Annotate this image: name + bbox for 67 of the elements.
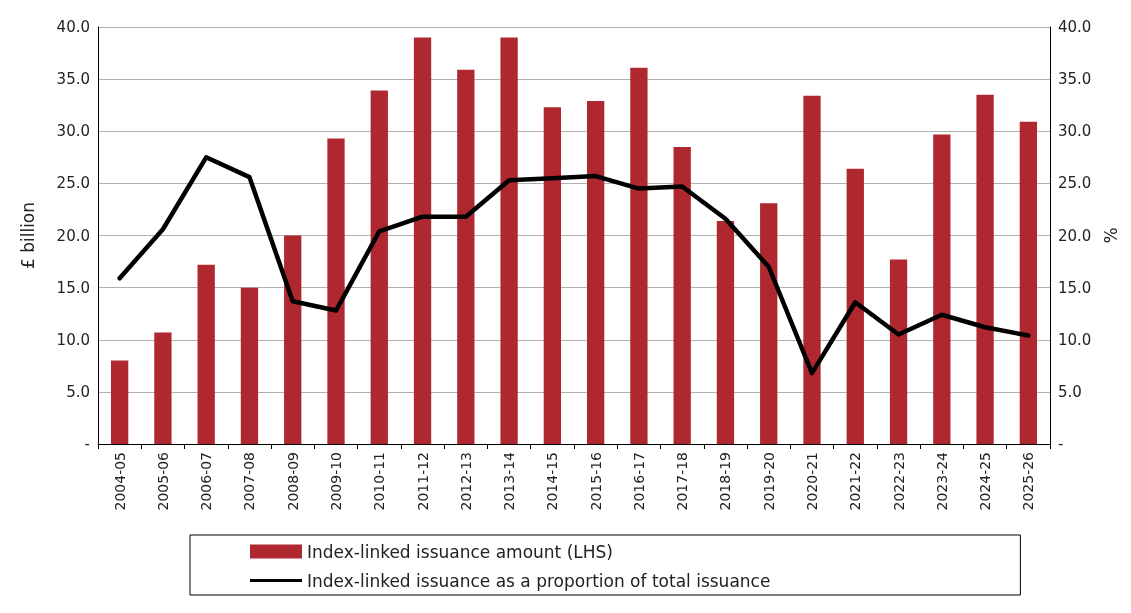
- x-tick-label: 2011-12: [414, 452, 431, 511]
- x-tick-label: 2013-14: [501, 451, 518, 511]
- x-tick-label: 2009-10: [328, 452, 344, 511]
- bar: [240, 287, 259, 444]
- bar: [413, 37, 432, 444]
- y-tick-label: 5.0: [66, 382, 90, 401]
- y2-tick-label: 20.0: [1058, 226, 1092, 245]
- bar: [1019, 121, 1038, 444]
- bar: [630, 67, 648, 444]
- bar: [586, 101, 605, 444]
- legend-label: Index-linked issuance as a proportion of total issuance: [307, 570, 771, 591]
- bar: [803, 95, 821, 444]
- bar: [933, 134, 951, 444]
- x-tick-label: 2022-23: [890, 452, 907, 511]
- bar: [284, 235, 302, 444]
- y-tick-label: 40.0: [56, 18, 90, 36]
- bar: [889, 259, 908, 444]
- x-tick-label: 2010-11: [371, 452, 388, 511]
- bar: [846, 168, 864, 444]
- x-tick-label: 2015-16: [587, 451, 604, 511]
- x-tick-label: 2021-22: [847, 452, 864, 511]
- x-tick-label: 2024-25: [977, 452, 994, 511]
- y2-tick-label: 15.0: [1058, 278, 1092, 297]
- y2-tick-label: 10.0: [1058, 330, 1092, 349]
- x-tick-label: 2014-15: [544, 452, 561, 511]
- bar: [154, 332, 172, 444]
- x-tick-label: 2016-17: [630, 452, 647, 511]
- y-tick-label: 35.0: [56, 70, 90, 89]
- y2-tick-label: 25.0: [1058, 174, 1092, 193]
- x-tick-label: 2007-08: [241, 452, 258, 511]
- y2-tick-label: 40.0: [1058, 18, 1092, 36]
- x-tick-label: 2020-21: [804, 452, 820, 511]
- y2-tick-label: 35.0: [1058, 70, 1092, 89]
- x-tick-label: 2018-19: [717, 452, 734, 511]
- x-tick-label: 2005-06: [154, 451, 171, 511]
- y2-tick-label: -: [1058, 435, 1064, 453]
- y-tick-label: 15.0: [56, 278, 90, 297]
- y2-tick-label: 30.0: [1058, 122, 1092, 141]
- y-tick-label: 25.0: [56, 174, 90, 193]
- x-tick-label: 2025-26: [1020, 451, 1037, 511]
- x-tick-label: 2023-24: [933, 451, 950, 511]
- y-tick-label: 30.0: [56, 122, 90, 141]
- bar: [760, 203, 778, 444]
- x-tick-label: 2012-13: [457, 452, 474, 511]
- bar: [716, 220, 735, 444]
- bar: [110, 360, 129, 444]
- bar: [500, 37, 518, 444]
- y-tick-label: -: [84, 435, 90, 453]
- bar: [197, 264, 215, 444]
- x-tick-label: 2008-09: [284, 452, 301, 511]
- bar: [976, 94, 994, 444]
- x-tick-label: 2017-18: [674, 452, 691, 511]
- bar: [543, 107, 562, 444]
- y-tick-label: 20.0: [56, 226, 90, 245]
- bar: [327, 138, 345, 444]
- line-series: [117, 155, 1031, 376]
- y-tick-label: 10.0: [56, 330, 90, 349]
- y2-tick-label: 5.0: [1058, 382, 1082, 401]
- bar: [370, 90, 388, 444]
- bar: [457, 69, 475, 444]
- y2-axis-title: %: [1100, 227, 1121, 244]
- legend-label: Index-linked issuance amount (LHS): [307, 541, 613, 562]
- x-tick-label: 2006-07: [198, 452, 215, 511]
- y-axis-title: £ billion: [17, 201, 38, 270]
- x-tick-label: 2019-20: [760, 452, 777, 511]
- bar: [673, 146, 691, 444]
- x-tick-label: 2004-05: [111, 452, 128, 511]
